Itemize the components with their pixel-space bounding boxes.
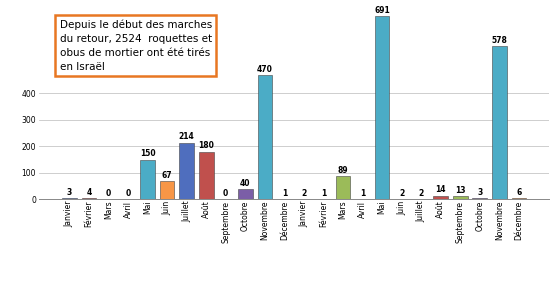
Text: 13: 13 — [455, 186, 466, 195]
Text: 2: 2 — [399, 189, 404, 198]
Bar — [140, 159, 155, 199]
Text: 67: 67 — [162, 171, 173, 180]
Text: 1: 1 — [282, 189, 287, 198]
Text: 2: 2 — [418, 189, 424, 198]
Text: 0: 0 — [125, 189, 130, 198]
Bar — [472, 198, 487, 199]
Text: 3: 3 — [67, 188, 72, 197]
Text: 470: 470 — [257, 65, 273, 74]
Text: 40: 40 — [240, 179, 250, 188]
Text: 4: 4 — [87, 188, 92, 197]
Bar — [238, 189, 253, 199]
Bar — [82, 198, 96, 199]
Bar — [62, 198, 77, 199]
Text: 6: 6 — [516, 188, 522, 197]
Text: Depuis le début des marches
du retour, 2524  roquettes et
obus de mortier ont ét: Depuis le début des marches du retour, 2… — [59, 19, 212, 71]
Bar — [258, 75, 272, 199]
Text: 150: 150 — [140, 149, 155, 159]
Bar — [492, 46, 507, 199]
Text: 1: 1 — [360, 189, 365, 198]
Bar — [512, 198, 526, 199]
Bar — [179, 143, 194, 199]
Text: 1: 1 — [321, 189, 326, 198]
Bar — [336, 176, 350, 199]
Text: 0: 0 — [106, 189, 111, 198]
Bar — [199, 151, 214, 199]
Bar — [375, 16, 390, 199]
Bar — [453, 196, 468, 199]
Text: 3: 3 — [477, 188, 482, 197]
Text: 578: 578 — [491, 36, 507, 45]
Text: 691: 691 — [374, 6, 390, 15]
Text: 2: 2 — [301, 189, 306, 198]
Bar — [160, 181, 174, 199]
Text: 14: 14 — [436, 185, 446, 195]
Text: 180: 180 — [198, 142, 214, 151]
Text: 214: 214 — [179, 132, 195, 142]
Text: 0: 0 — [223, 189, 228, 198]
Text: 89: 89 — [337, 166, 349, 175]
Bar — [433, 195, 448, 199]
